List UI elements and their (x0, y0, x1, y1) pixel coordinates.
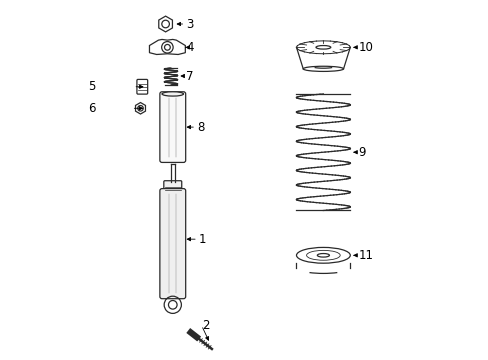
FancyBboxPatch shape (160, 189, 185, 299)
FancyBboxPatch shape (160, 92, 185, 162)
Ellipse shape (162, 92, 183, 96)
Text: 3: 3 (186, 18, 193, 31)
Text: 7: 7 (186, 69, 194, 82)
Text: 10: 10 (358, 41, 373, 54)
Text: 1: 1 (199, 233, 206, 246)
Text: 5: 5 (88, 80, 96, 93)
Text: 6: 6 (88, 102, 96, 115)
Text: 4: 4 (186, 41, 194, 54)
FancyBboxPatch shape (163, 181, 182, 194)
Text: 9: 9 (358, 146, 366, 159)
Text: 8: 8 (197, 121, 204, 134)
Text: 2: 2 (202, 319, 210, 332)
Text: 11: 11 (358, 249, 373, 262)
